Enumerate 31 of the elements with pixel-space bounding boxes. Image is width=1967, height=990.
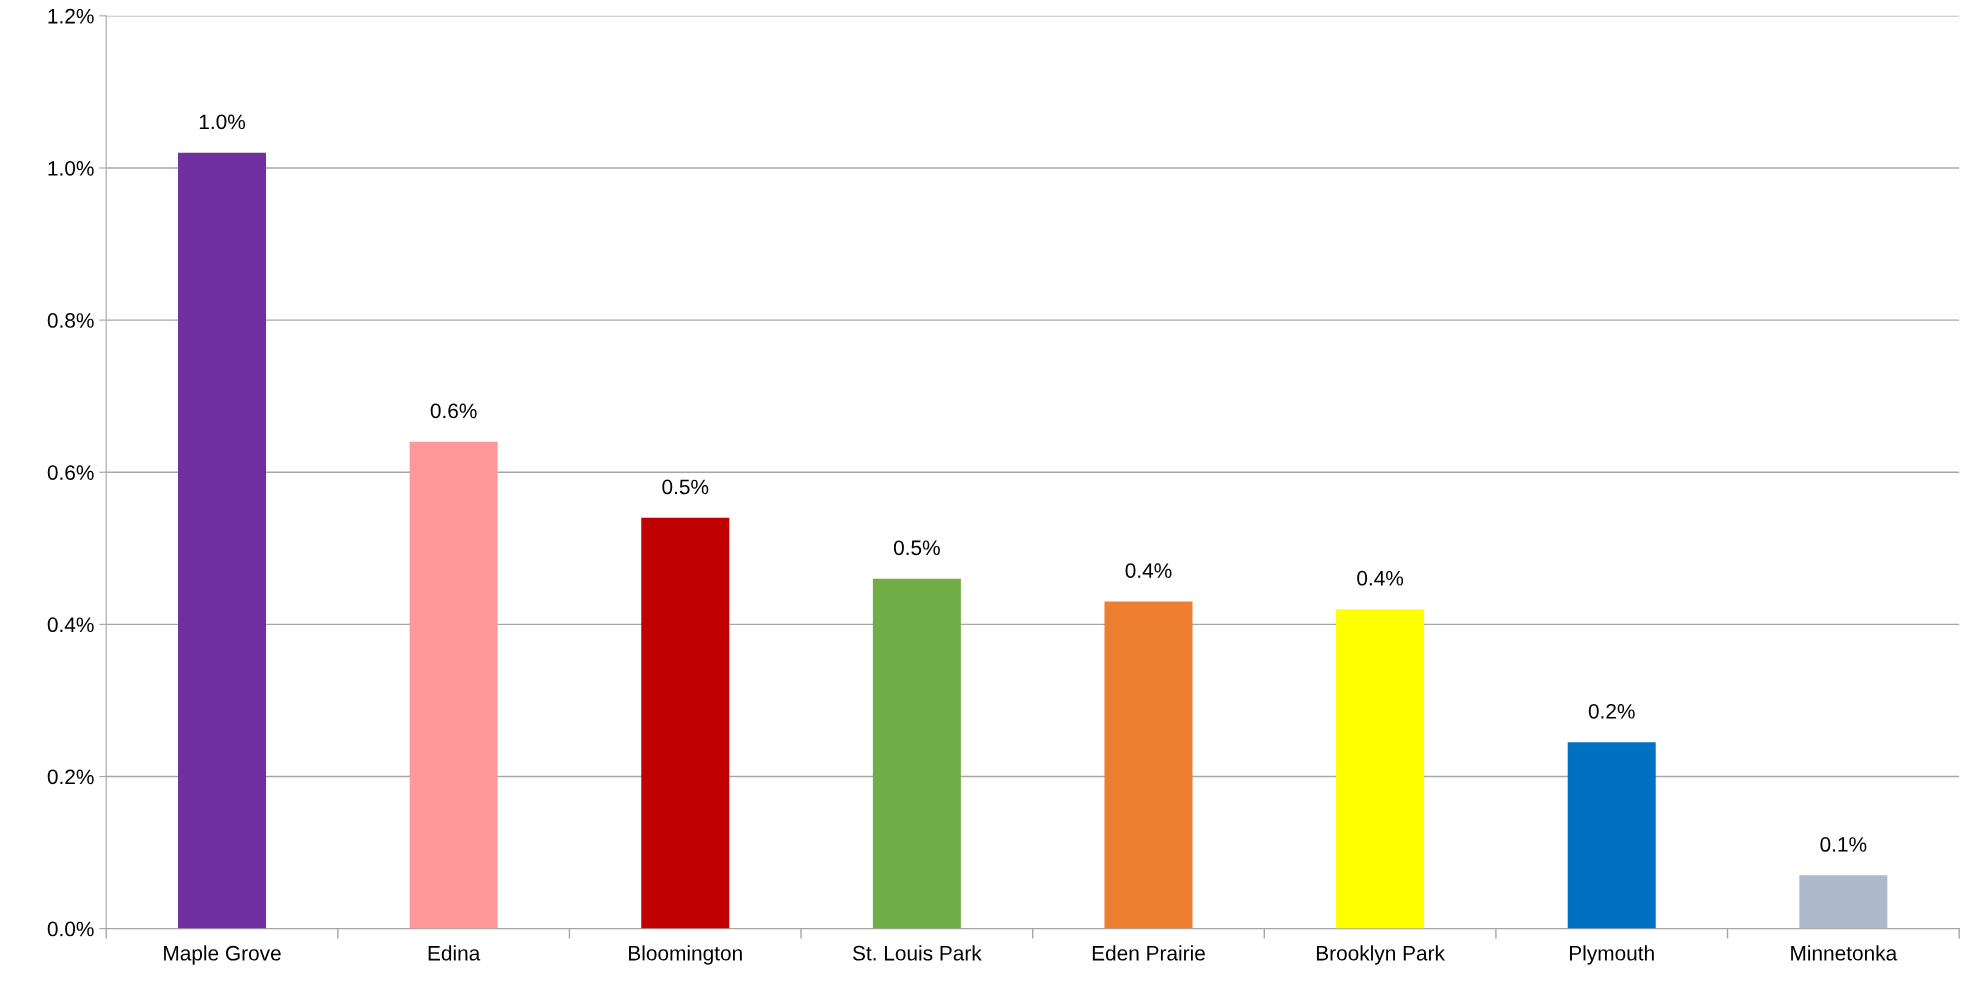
bar [641,517,730,929]
bar [872,578,961,929]
y-tick-label: 1.2% [48,8,94,24]
x-tick-label: Minnetonka [1791,945,1898,961]
y-tick-label: 1.0% [48,160,94,176]
data-label: 0.4% [1357,570,1404,586]
x-tick-label: Brooklyn Park [1316,945,1445,965]
x-tick-label: St. Louis Park [852,945,982,961]
data-label: 0.4% [1125,563,1172,578]
data-label: 0.1% [1820,837,1867,852]
data-label: 0.5% [893,540,940,556]
data-label: 0.5% [662,479,709,495]
bar [178,152,267,929]
bar [1104,601,1193,929]
y-tick-label: 0.8% [47,313,94,328]
data-label: 0.6% [430,403,477,419]
y-tick-label: 0.0% [47,921,94,937]
x-tick-label: Bloomington [629,945,742,965]
bar [409,441,498,929]
bar [1799,875,1888,929]
x-tick-label: Maple Grove [164,945,281,965]
y-tick-label: 0.6% [47,465,94,480]
x-tick-label: Edina [428,945,481,961]
y-tick-label: 0.4% [47,617,94,633]
bar [1336,609,1425,929]
x-tick-label: Eden Prairie [1092,945,1205,961]
bar [1567,742,1656,929]
data-label: 0.2% [1588,703,1635,719]
x-tick-label: Plymouth [1570,945,1654,965]
data-label: 1.0% [199,114,246,130]
y-tick-label: 0.2% [47,769,94,785]
